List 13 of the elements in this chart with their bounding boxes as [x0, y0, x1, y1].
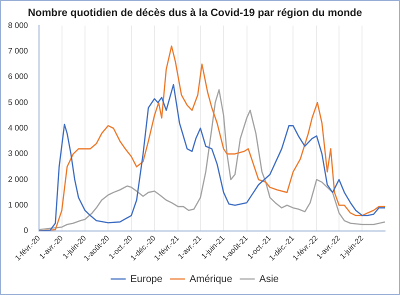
y-tick-label: 0: [24, 226, 29, 236]
chart-title: Nombre quotidien de décès dus à la Covid-19 par région du monde: [28, 7, 362, 20]
y-tick-label: 6 000: [8, 72, 29, 82]
y-tick-label: 1 000: [8, 200, 29, 210]
y-tick-label: 8 000: [8, 20, 29, 30]
legend-label: Europe: [130, 274, 163, 285]
legend-label: Amérique: [190, 274, 233, 285]
y-tick-label: 2 000: [8, 174, 29, 184]
y-tick-label: 4 000: [8, 123, 29, 132]
legend-label: Asie: [259, 274, 280, 285]
y-tick-label: 7 000: [8, 46, 29, 56]
y-tick-label: 3 000: [8, 149, 29, 158]
y-tick-label: 5 000: [8, 98, 29, 107]
